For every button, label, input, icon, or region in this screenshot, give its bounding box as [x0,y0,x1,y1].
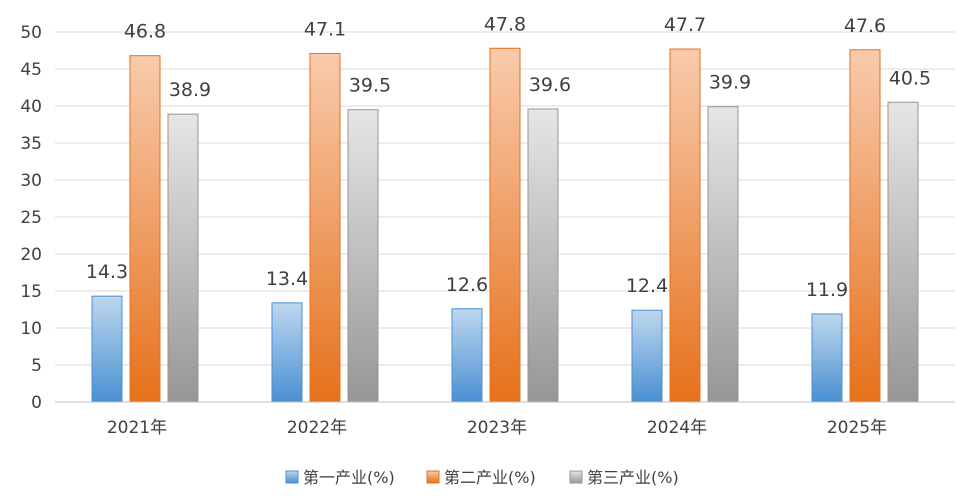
y-tick-label: 25 [20,208,42,228]
legend-swatch [285,470,299,484]
bar [631,309,663,403]
y-tick-label: 0 [31,393,42,413]
bar [527,108,559,403]
bar [849,49,881,403]
data-label: 39.9 [709,72,751,94]
legend-swatch [426,470,440,484]
y-tick-label: 45 [20,60,42,80]
data-label: 12.6 [446,274,488,296]
bar [811,313,843,403]
bar [309,52,341,403]
data-label: 11.9 [806,279,848,301]
y-axis-ticks: 0 5 10 15 20 25 30 35 40 45 50 [20,23,42,413]
y-tick-label: 50 [20,23,42,43]
data-label: 39.6 [529,74,571,96]
data-label: 12.4 [626,275,668,297]
bar [167,113,199,403]
bar [91,295,123,403]
x-category-label: 2022年 [287,418,347,438]
legend-label: 第一产业(%) [303,468,395,487]
category-labels: 2021年 2022年 2023年 2024年 2025年 [107,418,887,438]
data-label: 14.3 [86,261,128,283]
y-tick-label: 20 [20,245,42,265]
bars [91,47,919,403]
legend: 第一产业(%) 第二产业(%) 第三产业(%) [285,468,679,487]
y-tick-label: 15 [20,282,42,302]
bar [707,106,739,403]
bar [489,47,521,403]
legend-label: 第二产业(%) [444,468,536,487]
y-tick-label: 35 [20,134,42,154]
x-category-label: 2024年 [647,418,707,438]
legend-label: 第三产业(%) [587,468,679,487]
bar [271,302,303,403]
y-tick-label: 30 [20,171,42,191]
data-label: 47.6 [844,15,886,37]
legend-swatch [569,470,583,484]
bar [669,48,701,403]
data-label: 47.1 [304,18,346,40]
data-labels: 14.3 46.8 38.9 13.4 47.1 39.5 12.6 47.8 39.6 12.4… [86,13,931,301]
y-tick-label: 5 [31,356,42,376]
data-label: 13.4 [266,268,308,290]
data-label: 46.8 [124,21,166,43]
data-label: 40.5 [889,67,931,89]
y-tick-label: 40 [20,97,42,117]
y-tick-label: 10 [20,319,42,339]
x-category-label: 2025年 [827,418,887,438]
data-label: 39.5 [349,75,391,97]
data-label: 38.9 [169,79,211,101]
x-category-label: 2023年 [467,418,527,438]
bar [129,55,161,403]
bar [887,101,919,403]
data-label: 47.7 [664,14,706,36]
x-category-label: 2021年 [107,418,167,438]
data-label: 47.8 [484,13,526,35]
bar [451,308,483,403]
bar [347,109,379,403]
